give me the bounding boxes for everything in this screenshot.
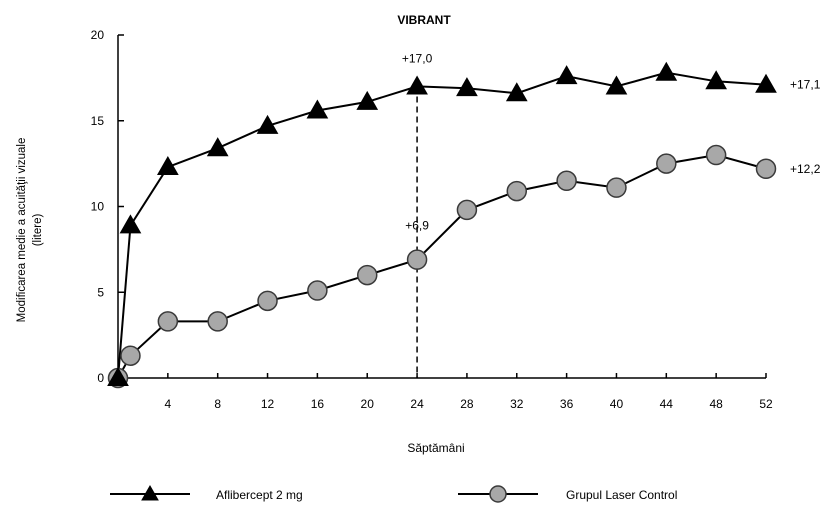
y-tick-label-15: 15 <box>91 114 105 128</box>
legend-label-laser-control: Grupul Laser Control <box>566 488 677 502</box>
marker-series-0-point-0 <box>107 366 129 386</box>
y-axis-label-line-2: (litere) <box>32 214 44 247</box>
annotation-2: +17,1 <box>790 78 821 92</box>
marker-series-0-point-6 <box>356 90 379 110</box>
marker-series-1-point-13 <box>705 144 727 166</box>
legend-item-aflibercept: Aflibercept 2 mg <box>110 484 303 502</box>
marker-series-0-point-5 <box>306 99 329 119</box>
x-tick-label-40: 40 <box>610 397 624 411</box>
marker-series-1-point-12 <box>656 153 677 174</box>
marker-series-1-point-2 <box>157 311 179 332</box>
marker-series-0-point-1 <box>119 214 142 234</box>
legend-marker-aflibercept <box>141 484 159 501</box>
marker-series-0-point-9 <box>505 82 528 102</box>
x-axis-label: Săptămâni <box>407 441 464 455</box>
marker-series-1-point-9 <box>506 180 528 202</box>
series-line-0 <box>117 71 767 379</box>
marker-series-0-point-4 <box>256 114 279 134</box>
marker-series-1-point-1 <box>120 345 141 366</box>
marker-series-1-point-14 <box>755 158 777 180</box>
x-tick-label-24: 24 <box>410 397 424 411</box>
marker-series-1-point-5 <box>307 280 328 301</box>
x-tick-label-48: 48 <box>709 397 723 411</box>
marker-series-0-point-13 <box>705 70 728 90</box>
marker-series-0-point-2 <box>156 156 179 176</box>
marker-series-0-point-12 <box>655 61 678 81</box>
marker-series-0-point-10 <box>555 65 578 85</box>
x-tick-label-52: 52 <box>759 397 773 411</box>
x-tick-label-8: 8 <box>214 397 221 411</box>
x-tick-label-16: 16 <box>311 397 325 411</box>
y-tick-label-10: 10 <box>91 200 105 214</box>
marker-series-1-point-3 <box>207 311 228 332</box>
legend: Aflibercept 2 mg Grupul Laser Control <box>110 484 677 503</box>
y-tick-label-5: 5 <box>97 285 104 299</box>
marker-series-1-point-10 <box>556 170 577 192</box>
annotation-3: +12,2 <box>790 162 821 176</box>
marker-series-0-point-7 <box>406 75 428 95</box>
annotation-1: +6,9 <box>405 219 429 233</box>
x-tick-label-36: 36 <box>560 397 574 411</box>
marker-series-1-point-4 <box>257 290 278 312</box>
legend-item-laser-control: Grupul Laser Control <box>458 485 677 503</box>
y-tick-label-20: 20 <box>91 28 105 42</box>
y-axis-label-line-1: Modificarea medie a acuităţii vizuale <box>16 138 28 323</box>
y-tick-label-0: 0 <box>97 371 104 385</box>
marker-series-1-point-6 <box>356 264 378 286</box>
x-tick-label-32: 32 <box>510 397 524 411</box>
marker-series-1-point-7 <box>406 249 428 270</box>
marker-series-1-point-8 <box>456 199 478 221</box>
x-tick-label-28: 28 <box>460 397 474 411</box>
legend-label-aflibercept: Aflibercept 2 mg <box>216 488 303 502</box>
legend-marker-laser-control <box>489 485 507 503</box>
marker-series-0-point-8 <box>456 77 478 97</box>
x-tick-label-44: 44 <box>660 397 674 411</box>
marker-series-0-point-11 <box>605 75 628 95</box>
x-tick-label-4: 4 <box>165 397 172 411</box>
chart-title: VIBRANT <box>397 13 451 27</box>
marker-series-1-point-11 <box>606 177 627 198</box>
series-markers <box>107 61 777 389</box>
x-tick-label-12: 12 <box>261 397 275 411</box>
annotation-0: +17,0 <box>402 51 433 65</box>
x-tick-label-20: 20 <box>361 397 375 411</box>
annotations: +17,0 +6,9 +17,1 +12,2 <box>402 51 821 232</box>
marker-series-0-point-14 <box>755 73 777 93</box>
series-lines <box>117 71 767 379</box>
marker-series-0-point-3 <box>206 137 229 157</box>
series-line-1 <box>117 153 767 379</box>
